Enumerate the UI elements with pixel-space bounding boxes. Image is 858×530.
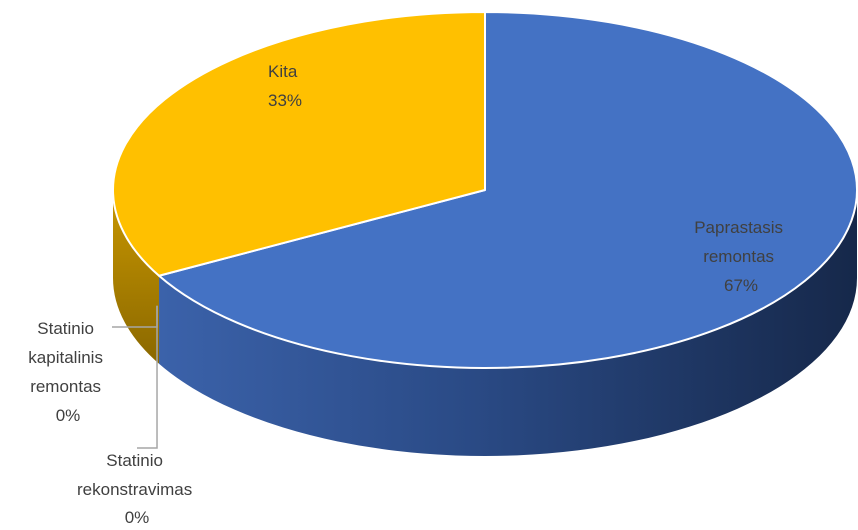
slice-value-kapitalinis: 0%: [56, 406, 81, 425]
slice-name-kita: Kita: [268, 62, 298, 81]
slice-value-paprastasis: 67%: [724, 276, 758, 295]
slice-name-rekonstravimas-line1: Statinio: [106, 451, 163, 470]
slice-top-paprastasis-remontas: [158, 11, 858, 369]
slice-name-kapitalinis-line1: Statinio: [37, 319, 94, 338]
slice-top-kita: [112, 11, 486, 277]
slice-value-kita: 33%: [268, 91, 302, 110]
leader-line-statinio-kapitalinis-remontas: [112, 305, 158, 328]
slice-side-paprastasis-remontas: [159, 190, 857, 456]
slice-name-kapitalinis-line3: remontas: [30, 377, 101, 396]
slice-name-kapitalinis-line2: kapitalinis: [28, 348, 103, 367]
slice-value-rekonstravimas: 0%: [125, 508, 150, 527]
slice-name-paprastasis-line2: remontas: [703, 247, 774, 266]
slice-name-paprastasis-line1: Paprastasis: [694, 218, 783, 237]
slice-label-statinio-rekonstravimas: Statinio rekonstravimas 0%: [77, 451, 197, 527]
slice-label-paprastasis-remontas: Paprastasis remontas 67%: [694, 218, 788, 295]
slice-label-kita: Kita 33%: [268, 62, 302, 110]
leader-line-statinio-rekonstravimas: [137, 305, 158, 449]
slice-name-rekonstravimas-line2: rekonstravimas: [77, 480, 192, 499]
slice-label-statinio-kapitalinis-remontas: Statinio kapitalinis remontas 0%: [28, 319, 107, 425]
slice-side-kita: [113, 190, 160, 364]
